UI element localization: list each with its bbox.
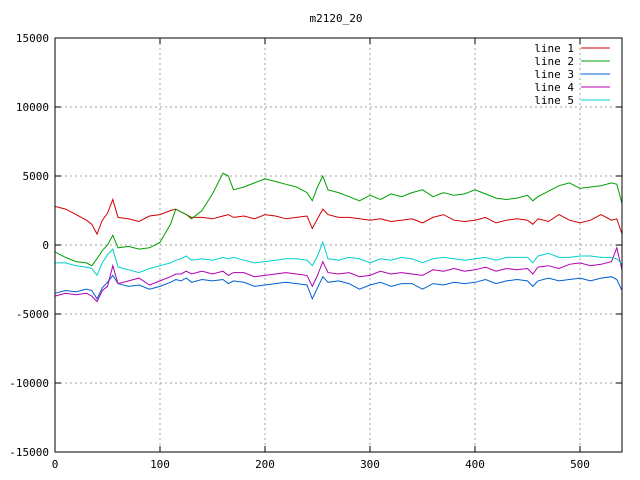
y-tick-label: 15000: [16, 32, 49, 45]
legend-label-2: line 2: [534, 55, 574, 68]
legend-label-3: line 3: [534, 68, 574, 81]
series-layer: [54, 172, 623, 303]
x-tick-label: 300: [360, 458, 380, 471]
y-tick-label: -15000: [9, 446, 49, 459]
y-tick-label: 5000: [23, 170, 50, 183]
legend-label-4: line 4: [534, 81, 574, 94]
grid: [55, 38, 622, 452]
x-tick-label: 400: [465, 458, 485, 471]
series-line-2: [54, 172, 623, 267]
axis-ticks: 0 100 200 300 400 500 -15000 -10000 -5000 0 5000 10…: [9, 32, 622, 471]
series-line-1: [54, 197, 623, 236]
y-tick-label: -5000: [16, 308, 49, 321]
series-line-4: [54, 246, 623, 303]
legend-label-1: line 1: [534, 42, 574, 55]
x-tick-label: 100: [150, 458, 170, 471]
y-tick-label: -10000: [9, 377, 49, 390]
x-tick-label: 0: [52, 458, 59, 471]
y-tick-label: 0: [42, 239, 49, 252]
y-tick-label: 10000: [16, 101, 49, 114]
legend-label-5: line 5: [534, 94, 574, 107]
x-tick-label: 500: [570, 458, 590, 471]
x-tick-label: 200: [255, 458, 275, 471]
chart-title: m2120_20: [310, 12, 363, 25]
series-line-3: [54, 274, 623, 301]
series-line-5: [55, 240, 623, 277]
